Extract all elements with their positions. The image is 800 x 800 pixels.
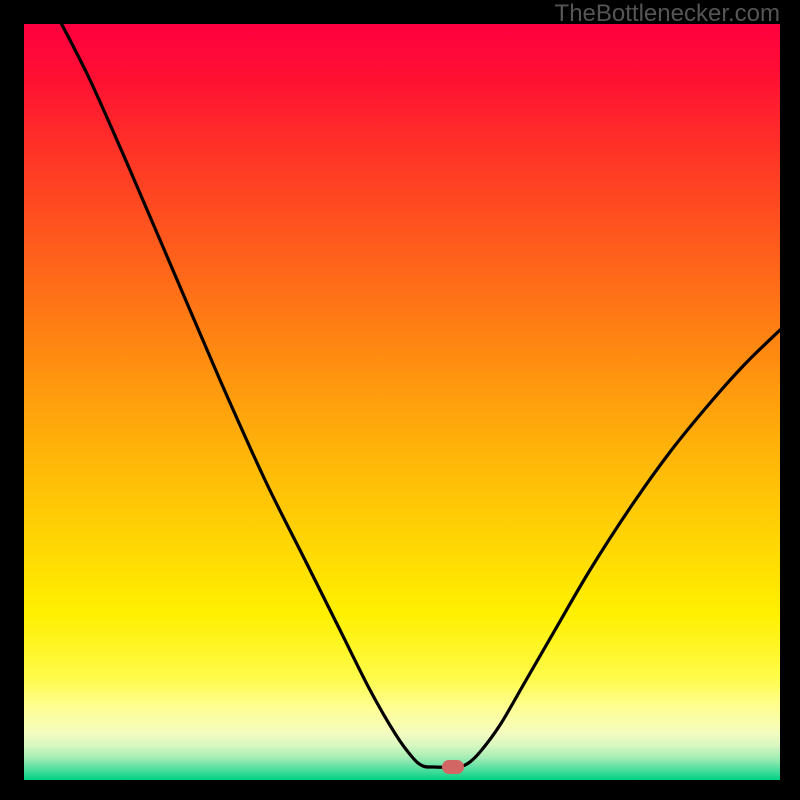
chart-container: TheBottlenecker.com <box>0 0 800 800</box>
bottleneck-curve <box>60 21 780 767</box>
chart-svg <box>0 0 800 800</box>
watermark-text: TheBottlenecker.com <box>555 0 780 28</box>
optimum-marker <box>442 760 464 774</box>
